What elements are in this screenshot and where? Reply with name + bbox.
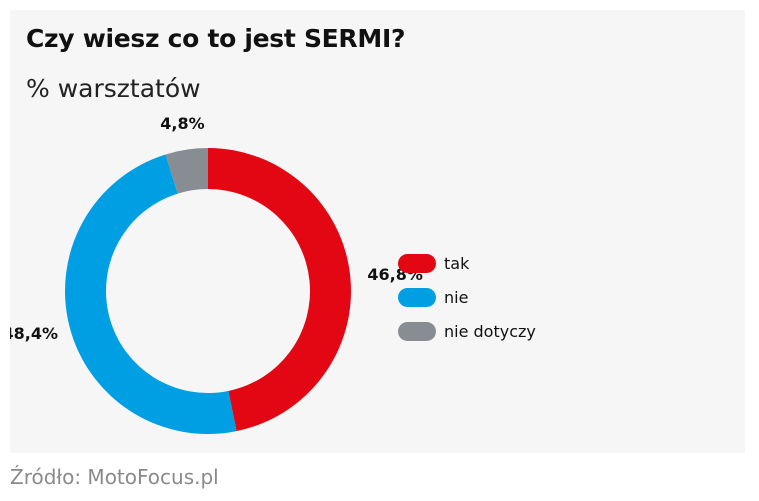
legend-label-tak: tak bbox=[444, 253, 470, 273]
donut-slice-nie-dotyczy bbox=[165, 148, 208, 194]
legend-item-tak: tak bbox=[398, 246, 536, 280]
legend: tak nie nie dotyczy bbox=[398, 246, 536, 348]
chart-card: Czy wiesz co to jest SERMI? % warsztatów… bbox=[10, 10, 745, 453]
donut-slice-tak bbox=[208, 148, 351, 432]
value-label-nie: 48,4% bbox=[10, 324, 58, 343]
legend-swatch-tak bbox=[398, 253, 436, 273]
legend-swatch-nie-dotyczy bbox=[398, 321, 436, 341]
donut-slices bbox=[65, 148, 351, 434]
legend-label-nie-dotyczy: nie dotyczy bbox=[444, 321, 536, 341]
donut-chart: 46,8%48,4%4,8% bbox=[10, 114, 423, 434]
value-label-nie-dotyczy: 4,8% bbox=[160, 114, 204, 133]
chart-subtitle: % warsztatów bbox=[26, 74, 201, 103]
legend-item-nie: nie bbox=[398, 280, 536, 314]
legend-label-nie: nie bbox=[444, 287, 469, 307]
donut-slice-nie bbox=[65, 154, 237, 434]
legend-item-nie-dotyczy: nie dotyczy bbox=[398, 314, 536, 348]
chart-title: Czy wiesz co to jest SERMI? bbox=[26, 24, 406, 53]
legend-swatch-nie bbox=[398, 287, 436, 307]
source-note: Źródło: MotoFocus.pl bbox=[10, 465, 219, 489]
